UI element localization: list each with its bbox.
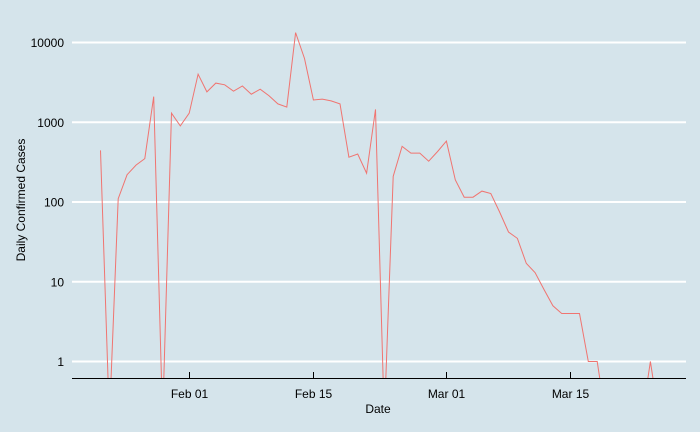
y-tick-label: 10 bbox=[51, 275, 65, 289]
y-tick-label: 10000 bbox=[31, 36, 65, 50]
series-line-daily-confirmed-cases bbox=[100, 32, 654, 378]
x-tick-label: Feb 01 bbox=[171, 387, 209, 401]
x-tick-label: Mar 01 bbox=[428, 387, 466, 401]
gridlines bbox=[72, 41, 686, 363]
y-axis-title: Daily Confirmed Cases bbox=[14, 139, 28, 262]
x-axis-ticks: Feb 01 Feb 15 Mar 01 Mar 15 bbox=[171, 372, 590, 401]
x-tick-label: Feb 15 bbox=[295, 387, 333, 401]
x-tick-label: Mar 15 bbox=[552, 387, 590, 401]
y-tick-label: 1 bbox=[57, 355, 64, 369]
x-axis-title: Date bbox=[365, 402, 391, 416]
y-axis-tick-labels: 1 10 100 1000 10000 bbox=[31, 36, 65, 369]
y-tick-label: 100 bbox=[44, 196, 64, 210]
y-tick-label: 1000 bbox=[37, 116, 64, 130]
